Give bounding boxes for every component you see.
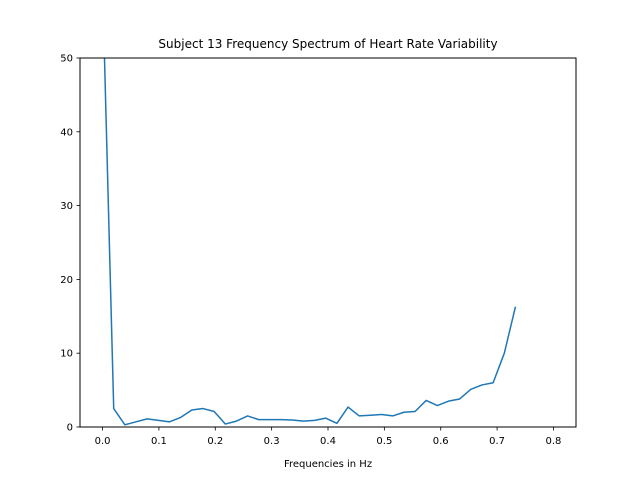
chart-title: Subject 13 Frequency Spectrum of Heart R… (158, 37, 497, 51)
x-tick-label: 0.4 (320, 436, 336, 447)
x-tick-label: 0.5 (376, 436, 392, 447)
y-tick-label: 0 (67, 423, 73, 434)
x-tick-label: 0.7 (489, 436, 505, 447)
x-tick-label: 0.6 (433, 436, 449, 447)
x-tick-label: 0.2 (207, 436, 223, 447)
x-axis-label: Frequencies in Hz (284, 459, 372, 470)
series-layer (103, 58, 517, 426)
x-tick-label: 0.8 (546, 436, 562, 447)
x-tick-label: 0.3 (264, 436, 280, 447)
series-line-spectrum (103, 58, 517, 426)
x-tick-label: 0.1 (151, 436, 167, 447)
y-tick-label: 20 (60, 275, 73, 286)
y-tick-label: 10 (60, 349, 73, 360)
y-axis: 0 10 20 30 40 50 (60, 54, 80, 434)
x-tick-label: 0.0 (95, 436, 111, 447)
y-tick-label: 40 (60, 127, 73, 138)
plot-frame (79, 57, 577, 428)
y-tick-label: 50 (60, 54, 73, 65)
y-tick-label: 30 (60, 201, 73, 212)
x-axis: 0.0 0.1 0.2 0.3 0.4 0.5 0.6 0.7 0.8 (95, 427, 562, 447)
